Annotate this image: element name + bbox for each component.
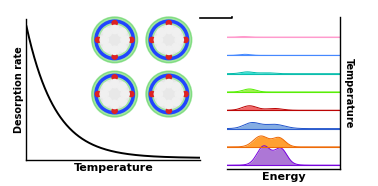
Circle shape [165, 79, 173, 88]
Circle shape [92, 17, 138, 63]
Circle shape [146, 17, 192, 63]
Circle shape [103, 97, 112, 106]
Circle shape [172, 83, 180, 91]
Circle shape [100, 79, 129, 109]
Circle shape [183, 92, 188, 97]
Circle shape [118, 83, 126, 91]
Circle shape [165, 100, 173, 109]
Circle shape [175, 90, 183, 98]
Circle shape [118, 43, 126, 51]
Circle shape [150, 37, 155, 42]
Circle shape [100, 90, 108, 98]
Y-axis label: Desorption rate: Desorption rate [14, 46, 24, 133]
Circle shape [154, 25, 183, 54]
Circle shape [110, 79, 119, 88]
Circle shape [95, 92, 101, 97]
Circle shape [157, 28, 166, 37]
Circle shape [166, 75, 172, 80]
Circle shape [172, 97, 180, 106]
Circle shape [103, 43, 112, 51]
Circle shape [166, 21, 172, 26]
Circle shape [92, 71, 138, 117]
Circle shape [110, 46, 119, 54]
Circle shape [165, 46, 173, 54]
Circle shape [129, 37, 134, 42]
X-axis label: Temperature: Temperature [74, 163, 153, 173]
Circle shape [100, 25, 129, 54]
Circle shape [146, 71, 192, 117]
Circle shape [157, 83, 166, 91]
Circle shape [175, 36, 183, 44]
X-axis label: Energy: Energy [262, 172, 305, 182]
Y-axis label: Temperature: Temperature [344, 58, 354, 128]
Circle shape [154, 90, 163, 98]
Circle shape [154, 79, 183, 109]
Circle shape [112, 108, 117, 113]
Circle shape [172, 28, 180, 37]
Circle shape [95, 37, 101, 42]
Circle shape [121, 90, 129, 98]
Circle shape [165, 25, 173, 34]
Circle shape [118, 97, 126, 106]
Circle shape [112, 54, 117, 59]
Circle shape [129, 92, 134, 97]
Circle shape [110, 100, 119, 109]
Circle shape [118, 28, 126, 37]
Circle shape [157, 97, 166, 106]
Circle shape [183, 37, 188, 42]
Circle shape [112, 75, 117, 80]
Circle shape [110, 25, 119, 34]
Circle shape [154, 36, 163, 44]
Circle shape [112, 21, 117, 26]
Circle shape [150, 92, 155, 97]
Circle shape [103, 28, 112, 37]
Circle shape [172, 43, 180, 51]
Circle shape [103, 83, 112, 91]
Circle shape [121, 36, 129, 44]
Circle shape [100, 36, 108, 44]
Circle shape [157, 43, 166, 51]
Circle shape [166, 54, 172, 59]
Circle shape [166, 108, 172, 113]
